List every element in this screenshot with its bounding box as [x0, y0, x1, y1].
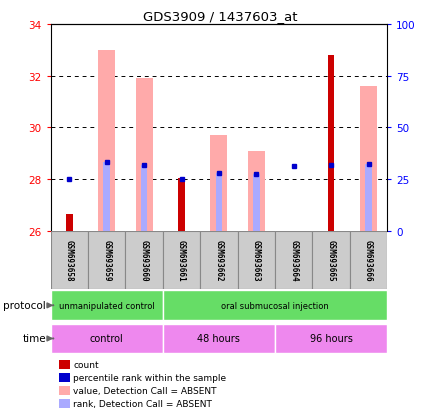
Text: 96 hours: 96 hours	[310, 334, 352, 344]
Bar	[248, 151, 265, 231]
Text: count: count	[73, 360, 99, 369]
Text: protocol: protocol	[4, 301, 46, 311]
Bar	[125, 231, 163, 289]
Text: GSM693663: GSM693663	[252, 240, 261, 281]
Text: GSM693666: GSM693666	[364, 240, 373, 281]
Bar	[66, 214, 73, 231]
Bar	[163, 231, 200, 289]
Bar	[238, 231, 275, 289]
Text: control: control	[90, 334, 124, 344]
Text: GSM693662: GSM693662	[214, 240, 224, 281]
Text: 48 hours: 48 hours	[198, 334, 240, 344]
Bar	[98, 51, 115, 231]
Text: oral submucosal injection: oral submucosal injection	[221, 301, 329, 310]
Text: percentile rank within the sample: percentile rank within the sample	[73, 373, 227, 382]
Bar	[365, 164, 372, 231]
Text: unmanipulated control: unmanipulated control	[59, 301, 154, 310]
Bar	[51, 231, 88, 289]
Bar	[51, 324, 163, 354]
Text: GDS3909 / 1437603_at: GDS3909 / 1437603_at	[143, 10, 297, 23]
Bar	[88, 231, 125, 289]
Text: GSM693664: GSM693664	[289, 240, 298, 281]
Text: GSM693665: GSM693665	[326, 240, 336, 281]
Bar	[360, 87, 377, 231]
Bar	[178, 178, 185, 231]
Text: time: time	[22, 334, 46, 344]
Bar	[163, 324, 275, 354]
Bar	[350, 231, 387, 289]
Text: GSM693661: GSM693661	[177, 240, 186, 281]
Text: GSM693659: GSM693659	[102, 240, 111, 281]
Bar	[216, 173, 222, 231]
Bar	[210, 136, 227, 231]
Bar	[136, 79, 153, 231]
Bar	[163, 291, 387, 320]
Bar	[141, 166, 147, 231]
Bar	[275, 231, 312, 289]
Bar	[51, 291, 163, 320]
Bar	[275, 324, 387, 354]
Text: GSM693658: GSM693658	[65, 240, 74, 281]
Bar	[200, 231, 238, 289]
Bar	[103, 163, 110, 231]
Text: rank, Detection Call = ABSENT: rank, Detection Call = ABSENT	[73, 399, 213, 408]
Bar	[253, 175, 260, 231]
Text: value, Detection Call = ABSENT: value, Detection Call = ABSENT	[73, 386, 217, 395]
Bar	[312, 231, 350, 289]
Text: GSM693660: GSM693660	[139, 240, 149, 281]
Bar	[328, 56, 334, 231]
